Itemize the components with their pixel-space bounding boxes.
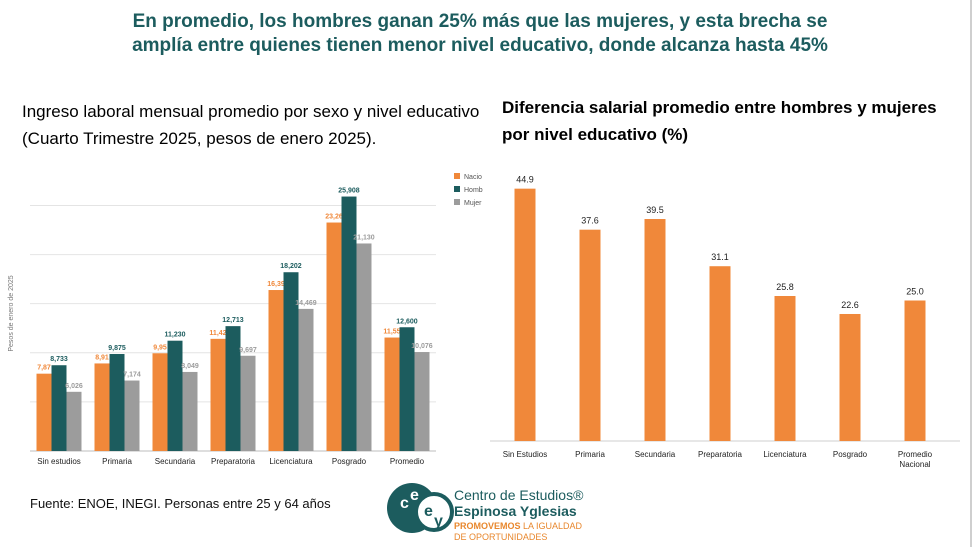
bar	[904, 300, 926, 441]
brand-tagline-rest: LA IGUALDAD DE OPORTUNIDADES	[454, 521, 583, 542]
brand-tagline: PROMOVEMOS LA IGUALDAD DE OPORTUNIDADES	[454, 521, 584, 543]
bar-nacio	[326, 222, 342, 451]
bar-homb	[109, 354, 125, 451]
right-bar-chart: 44.9 Sin Estudios 37.6 Primaria 39.5 Secundar…	[490, 175, 960, 469]
bar	[644, 219, 666, 441]
x-tick-label: Licenciatura	[763, 450, 807, 459]
data-label: 22.6	[841, 300, 859, 310]
data-label: 8,049	[181, 363, 199, 370]
data-label: 25,908	[338, 188, 360, 195]
bar-homb	[283, 272, 299, 451]
legend-label: Nacio	[464, 174, 482, 181]
legend-swatch	[454, 173, 460, 179]
x-tick-label: Promedio	[390, 457, 425, 466]
bar-mujer	[356, 243, 372, 451]
bar-homb	[399, 327, 415, 451]
data-label: 14,469	[295, 300, 317, 307]
bar-homb	[167, 340, 183, 451]
headline: En promedio, los hombres ganan 25% más q…	[132, 11, 828, 56]
left-chart-title: Ingreso laboral mensual promedio por sex…	[22, 102, 480, 148]
data-label: 18,202	[280, 263, 302, 270]
data-label: 12,713	[222, 317, 244, 324]
left-bar-chart: Pesos de enero de 2025 7,87 8,733 6,026 Sin …	[8, 173, 483, 466]
x-tick-label: Promedio	[898, 450, 933, 459]
data-label: 44.9	[516, 175, 534, 185]
data-label: 11,55	[383, 329, 400, 336]
data-label: 7,87	[37, 365, 51, 372]
bar-homb	[341, 196, 357, 451]
data-label: 12,600	[396, 318, 418, 325]
x-tick-label: Primaria	[102, 457, 132, 466]
x-tick-label: Posgrado	[332, 457, 367, 466]
data-label: 9,95	[153, 344, 167, 351]
y-axis-label: Pesos de enero de 2025	[8, 275, 15, 351]
svg-text:e: e	[424, 503, 433, 520]
data-label: 25.0	[906, 287, 924, 297]
bar-mujer	[414, 352, 430, 451]
data-label: 39.5	[646, 205, 664, 215]
bar-nacio	[36, 373, 52, 451]
bar	[579, 229, 601, 441]
brand-block: Centro de Estudios® Espinosa Yglesias PR…	[454, 487, 584, 543]
source-note: Fuente: ENOE, INEGI. Personas entre 25 y…	[30, 496, 331, 511]
brand-tagline-bold: PROMOVEMOS	[454, 521, 521, 531]
data-label: 37.6	[581, 216, 599, 226]
bar-homb	[225, 326, 241, 451]
svg-text:e: e	[410, 487, 419, 504]
data-label: 9,697	[239, 347, 257, 354]
svg-text:c: c	[400, 495, 409, 512]
x-tick-label: Primaria	[575, 450, 605, 459]
legend-swatch	[454, 199, 460, 205]
x-tick-label: Preparatoria	[211, 457, 256, 466]
x-tick-label: Licenciatura	[269, 457, 313, 466]
right-chart-title: Diferencia salarial promedio entre hombr…	[502, 98, 937, 144]
brand-line-1: Centro de Estudios®	[454, 487, 584, 503]
data-label: 8,91	[95, 354, 109, 361]
bar-mujer	[124, 380, 140, 451]
legend-swatch	[454, 186, 460, 192]
data-label: 21,130	[353, 234, 375, 241]
data-label: 31.1	[711, 252, 729, 262]
frame-edge	[970, 0, 972, 547]
data-label: 6,026	[65, 383, 83, 390]
x-tick-label: Sin estudios	[37, 457, 81, 466]
data-label: 11,230	[164, 332, 185, 339]
bar	[514, 188, 536, 441]
x-tick-label: Sin Estudios	[503, 450, 547, 459]
data-label: 23,26	[325, 214, 343, 221]
bar-mujer	[298, 308, 314, 451]
data-label: 11,42	[209, 330, 226, 337]
bar-nacio	[210, 338, 226, 451]
legend-label: Mujer	[464, 200, 482, 207]
brand-line-2: Espinosa Yglesias	[454, 503, 577, 519]
bar	[774, 296, 796, 441]
data-label: 9,875	[108, 345, 126, 352]
bar	[839, 313, 861, 441]
bar-nacio	[94, 363, 110, 451]
data-label: 7,174	[123, 372, 141, 379]
x-tick-label: Secundaria	[155, 457, 196, 466]
data-label: 16,39	[267, 281, 285, 288]
x-tick-label: Preparatoria	[698, 450, 743, 459]
bar-homb	[51, 365, 67, 451]
bar-mujer	[240, 355, 256, 451]
data-label: 8,733	[50, 356, 68, 363]
bar-nacio	[384, 337, 400, 451]
x-tick-label: Secundaria	[635, 450, 676, 459]
legend-label: Homb	[464, 187, 483, 194]
bar-nacio	[268, 290, 284, 451]
x-tick-label: Nacional	[899, 460, 930, 469]
svg-text:y: y	[434, 513, 443, 530]
bar-nacio	[152, 353, 168, 451]
data-label: 25.8	[776, 282, 794, 292]
bar	[709, 266, 731, 441]
bar-mujer	[182, 371, 198, 451]
ceey-logo-icon: c e e y	[387, 483, 454, 533]
bar-mujer	[66, 391, 82, 451]
x-tick-label: Posgrado	[833, 450, 868, 459]
data-label: 10,076	[411, 343, 433, 350]
